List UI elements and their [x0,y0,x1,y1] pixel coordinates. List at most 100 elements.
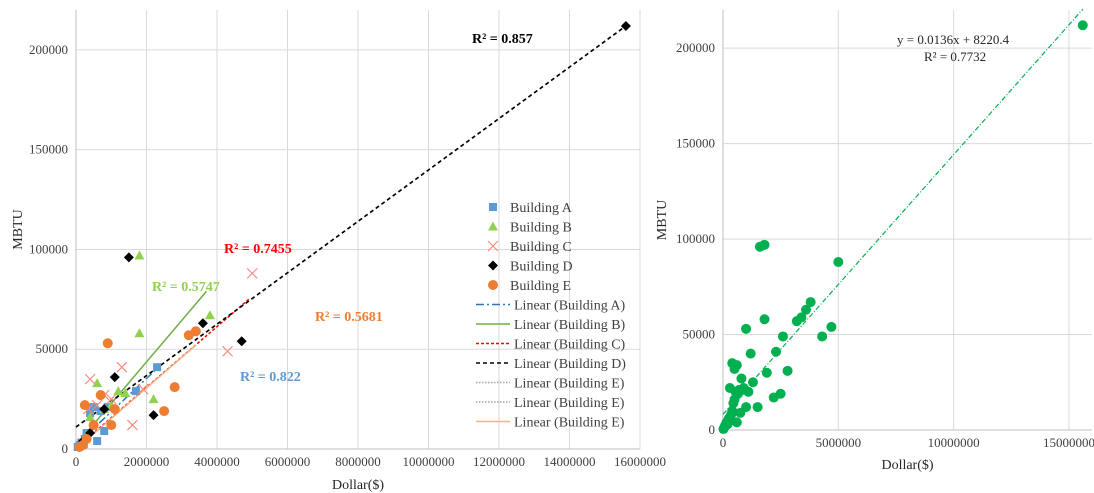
data-point [775,388,786,399]
data-point [777,331,788,342]
data-point-building-d [197,318,208,329]
data-point-building-a [153,363,162,372]
data-point [727,405,738,416]
data-point [826,321,837,332]
data-point [761,367,772,378]
legend-marker [488,280,498,290]
data-point-building-b [92,378,103,388]
legend-entry: Building D [510,260,573,275]
data-point-building-e [190,326,201,337]
data-point [741,323,752,334]
legend-marker [488,221,498,231]
data-point-building-e [159,406,170,417]
data-point-building-d [123,252,134,263]
x-tick-label: 0 [73,454,80,469]
legend-entry: Linear (Building C) [514,338,626,353]
legend-marker [488,260,498,271]
data-point [771,346,782,357]
x-tick-label: 8000000 [335,454,381,469]
legend-entry: Building C [510,240,572,255]
x-tick-label: 16000000 [614,454,666,469]
data-point [805,297,816,308]
y-axis-label: MBTU [655,200,670,240]
x-tick-label: 12000000 [473,454,525,469]
data-point-building-e [109,404,120,415]
data-point-building-a [131,387,140,396]
data-point-building-d [236,336,247,347]
data-point [724,383,735,393]
x-tick-label: 2000000 [124,454,170,469]
r-squared-label: R² = 0.5681 [315,310,383,325]
legend-entry: Building A [510,201,573,216]
y-tick-label: 100000 [29,241,68,256]
data-point-building-e [169,382,180,393]
legend-entry: Linear (Building D) [514,357,626,372]
data-point-building-b [134,250,145,260]
y-tick-label: 50000 [683,327,716,342]
data-point [747,377,758,388]
y-tick-label: 0 [709,422,716,437]
data-point-building-e [106,420,117,431]
legend-entry: Linear (Building E) [514,377,625,392]
data-point-building-b [85,412,96,422]
data-point [1077,20,1088,31]
data-point-building-a [93,437,102,446]
data-point-building-b [113,386,124,396]
legend-entry: Linear (Building E) [514,416,625,431]
trendline-all [722,8,1084,415]
data-point-building-e [79,400,90,411]
y-tick-label: 50000 [36,341,69,356]
data-point-building-c [84,373,96,385]
data-point-building-c [105,393,117,405]
trendline-building-b [75,290,207,446]
r-squared-label: R² = 0.822 [240,370,301,385]
x-tick-label: 5000000 [816,435,862,450]
data-point [731,360,742,371]
r-squared-label: R² = 0.5747 [152,280,220,295]
x-tick-label: 14000000 [544,454,596,469]
y-tick-label: 0 [62,441,69,456]
data-point-building-e [81,434,92,445]
data-point-building-c [137,383,149,395]
data-point-building-d [620,20,631,31]
data-point-building-d [99,404,110,415]
x-tick-label: 6000000 [265,454,311,469]
y-tick-label: 200000 [676,40,715,55]
x-tick-label: 15000000 [1043,435,1094,450]
data-point [743,386,754,397]
data-point-building-b [204,310,215,320]
legend-entry: Linear (Building E) [514,396,625,411]
data-point [759,314,770,325]
y-tick-label: 150000 [29,142,68,157]
data-point [817,331,828,342]
trendline-building-d [75,25,627,428]
data-point [745,348,756,359]
x-axis-label: Dollar($) [332,478,384,493]
data-point [833,257,844,267]
data-point [796,312,807,323]
data-point-building-c [116,361,128,373]
data-point-building-a [89,403,98,412]
legend: Building A Building B Building C Building D… [476,201,626,431]
r-squared-label: R² = 0.857 [472,32,533,47]
x-tick-label: 10000000 [928,435,980,450]
data-point [731,417,742,428]
trendline-building-e [75,344,197,450]
data-point-building-c [127,419,138,431]
r-squared-label: R² = 0.7455 [224,242,292,257]
data-point-building-e [88,420,99,431]
data-point [801,304,812,315]
chart-combined-scatter: 0 50000 100000 150000 200000 0 5000000 10000000… [655,8,1094,473]
data-point-building-b [134,328,145,338]
data-point [752,402,763,413]
y-tick-label: 200000 [29,42,68,57]
data-point [759,239,770,250]
legend-entry: Building E [510,279,571,294]
data-point-building-b [120,388,131,398]
legend-entry: Linear (Building A) [514,299,626,314]
data-point-building-e [95,390,106,401]
data-point [782,365,793,376]
x-axis-label: Dollar($) [881,458,933,473]
